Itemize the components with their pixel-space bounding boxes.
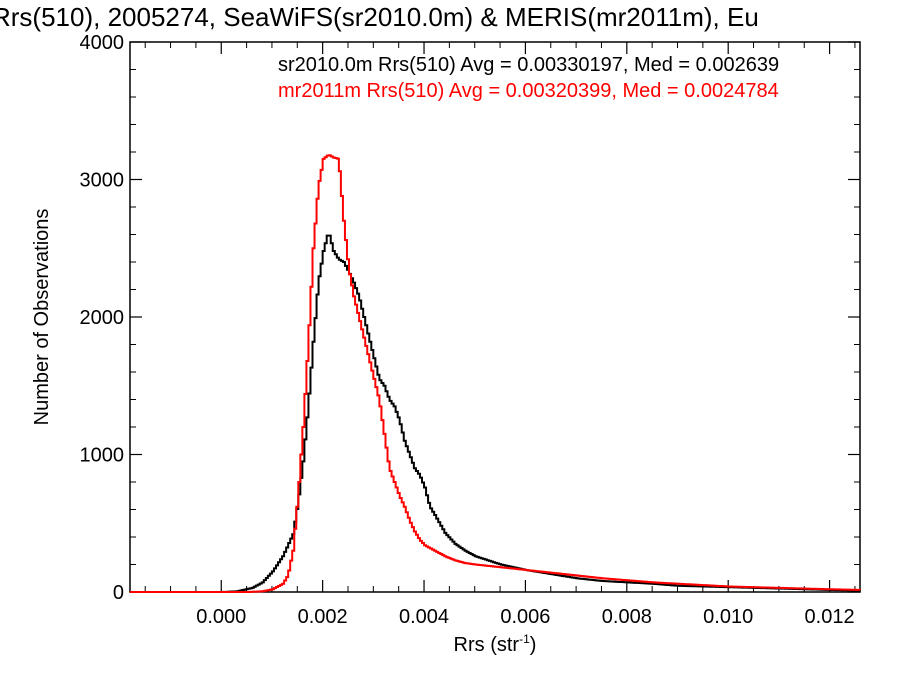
x-tick-label: 0.000 <box>196 606 246 628</box>
x-axis: 0.000 0.002 0.004 0.006 0.008 0.010 0.012 <box>144 42 856 628</box>
series-line-mr2011 <box>130 154 861 593</box>
x-tick-label: 0.008 <box>602 606 652 628</box>
series-line-sr2010 <box>130 234 861 593</box>
x-tick-label: 0.006 <box>500 606 550 628</box>
y-tick-label: 4000 <box>80 32 125 54</box>
x-axis-label: Rrs (str-1) <box>454 632 537 656</box>
y-tick-label: 0 <box>113 582 124 604</box>
x-axis-label-main: Rrs (str <box>454 634 520 656</box>
y-tick-label: 2000 <box>80 307 125 329</box>
chart-title: Rrs(510), 2005274, SeaWiFS(sr2010.0m) & … <box>0 2 759 32</box>
legend-entry-black: sr2010.0m Rrs(510) Avg = 0.00330197, Med… <box>278 54 779 76</box>
y-tick-label: 3000 <box>80 170 125 192</box>
y-tick-label: 1000 <box>80 445 125 467</box>
plot-frame <box>129 41 861 593</box>
x-tick-label: 0.004 <box>399 606 449 628</box>
x-axis-label-sup: -1 <box>519 632 530 646</box>
series-layer <box>130 154 861 593</box>
y-axis: 0 1000 2000 3000 4000 <box>80 32 860 604</box>
x-axis-label-close: ) <box>530 634 537 656</box>
x-tick-label: 0.002 <box>298 606 348 628</box>
x-tick-label: 0.012 <box>805 606 855 628</box>
legend-entry-red: mr2011m Rrs(510) Avg = 0.00320399, Med =… <box>278 80 779 102</box>
x-tick-label: 0.010 <box>703 606 753 628</box>
y-axis-label: Number of Observations <box>31 209 53 426</box>
